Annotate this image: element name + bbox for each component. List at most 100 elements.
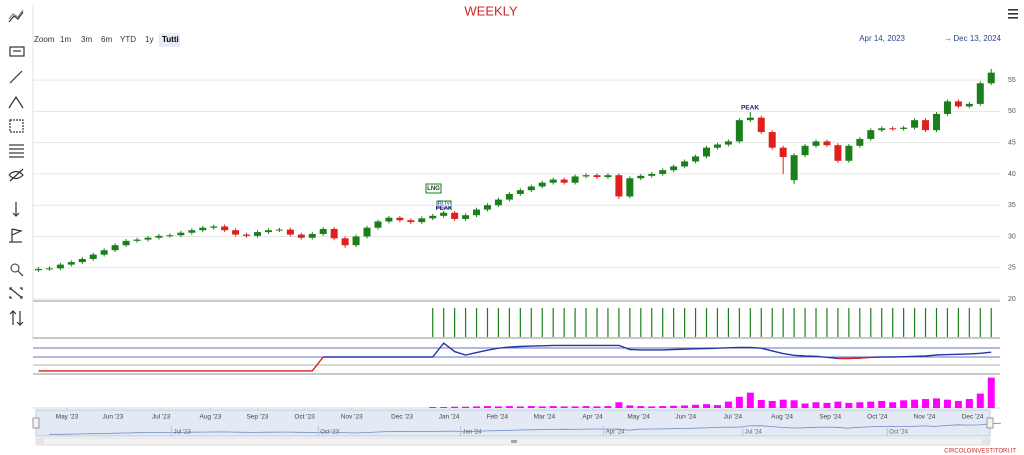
- signal-bar: [793, 308, 795, 337]
- range-button[interactable]: 1y: [145, 35, 153, 44]
- signal-bar: [454, 308, 456, 337]
- volume-bar: [549, 406, 557, 408]
- navigator-handle[interactable]: [32, 417, 40, 429]
- volume-bar: [976, 393, 984, 408]
- candle-body: [352, 236, 360, 246]
- navigator-label: Jul '24: [745, 430, 763, 436]
- signal-bar: [990, 308, 992, 337]
- x-tick-label: Sep '23: [247, 414, 269, 421]
- volume-bar: [451, 406, 459, 408]
- volume-bar: [878, 400, 886, 408]
- candle-body: [341, 238, 349, 246]
- tool-elliott[interactable]: [8, 95, 24, 109]
- volume-bar: [582, 406, 590, 408]
- scrollbar-track[interactable]: [35, 437, 991, 446]
- volume-bar: [703, 404, 711, 408]
- x-tick-label: Aug '24: [771, 414, 793, 421]
- volume-bar: [692, 404, 700, 408]
- y-tick-label: 55: [1008, 77, 1016, 84]
- volume-bar: [473, 406, 481, 408]
- candle-body: [111, 245, 119, 251]
- candle-body: [286, 229, 294, 235]
- tool-fullscreen[interactable]: [9, 287, 23, 299]
- menu-button[interactable]: [1008, 9, 1018, 19]
- range-from: Apr 14, 2023: [859, 34, 905, 43]
- signal-bar: [826, 308, 828, 337]
- candle-body: [177, 232, 185, 236]
- signal-bar: [946, 308, 949, 337]
- range-button[interactable]: YTD: [120, 35, 136, 44]
- zoom-label: Zoom: [34, 35, 55, 44]
- x-tick-label: Dec '24: [962, 414, 984, 421]
- navigator-label: Apr '24: [606, 430, 625, 436]
- candle-body: [100, 250, 108, 255]
- x-tick-label: Nov '24: [914, 414, 936, 421]
- tool-hide[interactable]: [8, 168, 24, 182]
- navigator-label: Oct '24: [889, 430, 908, 436]
- annotation: PEAK: [741, 105, 759, 112]
- candle-body: [418, 218, 426, 223]
- tool-line[interactable]: [9, 70, 23, 84]
- volume-bar: [483, 406, 491, 408]
- tool-indicators[interactable]: [8, 9, 24, 23]
- tool-zoom[interactable]: [10, 263, 24, 277]
- range-button[interactable]: 6m: [101, 35, 112, 44]
- signal-bar: [760, 308, 762, 337]
- candle-body: [319, 228, 327, 234]
- candle-body: [45, 268, 53, 270]
- candle-body: [210, 226, 218, 228]
- volume-bar: [746, 392, 754, 408]
- navigator-handle[interactable]: [986, 417, 994, 429]
- x-tick-label: Dec '23: [391, 414, 413, 421]
- signal-bar: [519, 308, 521, 337]
- y-tick-label: 45: [1008, 140, 1016, 147]
- volume-bar: [429, 407, 437, 408]
- candle-body: [801, 145, 809, 156]
- navigator-mask[interactable]: [35, 409, 991, 437]
- volume-bar: [812, 402, 820, 408]
- signal-bar: [782, 308, 784, 337]
- y-tick-label: 50: [1008, 108, 1016, 115]
- candle-body: [451, 212, 459, 219]
- candle-body: [582, 175, 590, 177]
- volume-bar: [735, 396, 743, 408]
- volume-bar: [768, 400, 776, 408]
- candle-body: [483, 205, 491, 210]
- signal-bar: [924, 308, 927, 337]
- tool-fibonacci[interactable]: [9, 144, 24, 158]
- candle-body: [911, 120, 919, 128]
- candle-body: [681, 161, 689, 167]
- candle-body: [56, 264, 64, 269]
- candle-body: [473, 209, 481, 216]
- range-button[interactable]: 1m: [60, 35, 71, 44]
- volume-bar: [724, 401, 732, 408]
- candle-body: [823, 141, 831, 146]
- tool-vertical[interactable]: [12, 202, 20, 217]
- signal-bar: [848, 308, 850, 337]
- tool-measure[interactable]: [9, 119, 24, 133]
- candle-body: [516, 190, 524, 194]
- tool-flag[interactable]: [9, 228, 23, 243]
- candle-body: [976, 83, 984, 104]
- volume-bar: [516, 406, 524, 408]
- scrollbar-right[interactable]: [982, 438, 990, 445]
- tool-arrows[interactable]: [9, 310, 24, 326]
- y-tick-label: 40: [1008, 171, 1016, 178]
- scrollbar-left[interactable]: [36, 438, 44, 445]
- candle-body: [505, 193, 513, 200]
- signal-bar: [443, 308, 445, 337]
- range-button-bg[interactable]: [159, 33, 180, 47]
- signal-bar: [651, 308, 653, 337]
- navigator-label: Oct '23: [320, 430, 339, 436]
- navigator-label: Jan '24: [462, 430, 482, 436]
- scrollbar-grip[interactable]: [511, 440, 517, 443]
- range-button[interactable]: 3m: [81, 35, 92, 44]
- signal-bar: [738, 308, 740, 337]
- tool-text[interactable]: [9, 46, 25, 57]
- x-tick-label: Jul '23: [152, 414, 171, 421]
- candle-body: [440, 212, 448, 216]
- candle-body: [889, 128, 897, 130]
- range-button[interactable]: Tutti: [162, 35, 179, 44]
- signal-bar: [684, 308, 686, 337]
- volume-bar: [648, 406, 656, 408]
